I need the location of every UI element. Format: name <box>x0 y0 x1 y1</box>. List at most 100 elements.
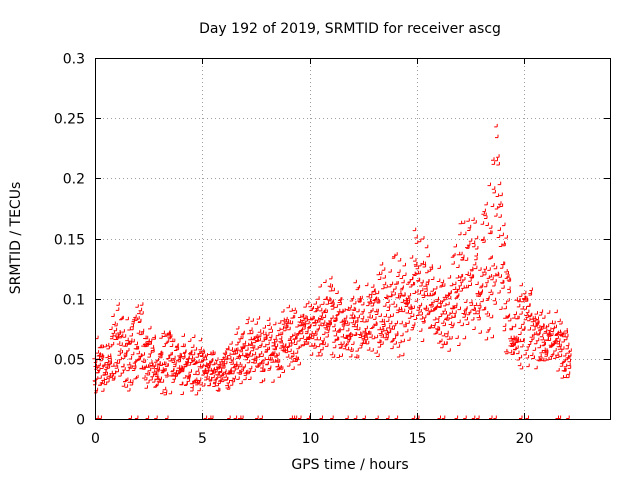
data-point <box>160 379 165 383</box>
data-point <box>315 317 320 321</box>
data-point <box>316 343 321 348</box>
data-point <box>442 322 446 327</box>
data-point <box>514 297 518 301</box>
y-axis-ticks: 0 0.05 0.1 0.15 0.2 0.25 0.3 <box>54 52 610 429</box>
data-point-zero <box>362 415 366 419</box>
data-point <box>447 295 452 300</box>
data-point <box>163 368 167 372</box>
data-point <box>402 262 406 267</box>
data-point <box>180 343 185 347</box>
data-point <box>279 366 284 370</box>
data-point <box>553 355 557 359</box>
data-point <box>356 284 361 289</box>
data-point <box>331 287 335 292</box>
data-point <box>539 309 544 313</box>
data-point-zero <box>98 415 102 419</box>
data-point <box>548 356 552 360</box>
data-point <box>544 348 548 352</box>
data-point <box>97 367 101 371</box>
data-point <box>337 329 341 333</box>
data-point <box>378 339 382 344</box>
data-point <box>356 308 360 313</box>
data-point <box>271 351 276 355</box>
data-point <box>157 361 161 366</box>
data-point <box>248 341 252 345</box>
data-point <box>469 266 474 271</box>
data-point <box>364 282 369 287</box>
data-point <box>103 369 107 374</box>
data-point <box>436 278 441 282</box>
data-point <box>316 296 320 300</box>
data-point <box>561 339 565 343</box>
data-point <box>320 346 324 351</box>
data-point <box>498 243 503 247</box>
data-point <box>414 298 419 302</box>
data-point <box>419 312 423 316</box>
data-point <box>291 314 296 319</box>
data-point <box>428 324 432 328</box>
data-point <box>388 320 393 325</box>
data-point <box>126 367 130 372</box>
data-point <box>480 273 484 277</box>
data-point <box>223 351 228 355</box>
data-point <box>487 327 491 331</box>
data-point <box>316 326 320 330</box>
data-point <box>382 303 387 307</box>
data-point <box>501 261 506 266</box>
data-point <box>487 267 491 271</box>
data-point <box>406 320 410 324</box>
data-point <box>432 322 436 326</box>
data-point <box>501 285 505 289</box>
data-point <box>415 289 419 293</box>
x-axis-ticks: 0 5 10 15 20 <box>91 58 533 447</box>
data-point <box>454 302 458 307</box>
data-point <box>515 345 519 349</box>
data-point <box>339 344 343 348</box>
data-point <box>539 349 543 354</box>
data-point <box>440 279 445 284</box>
data-point <box>234 347 239 351</box>
data-point <box>390 345 394 350</box>
data-point <box>247 351 251 355</box>
data-point <box>477 302 481 307</box>
data-point <box>452 252 456 257</box>
data-point <box>419 283 423 287</box>
data-point <box>197 387 201 392</box>
data-point <box>541 323 545 328</box>
data-point <box>426 279 430 283</box>
data-point <box>281 317 285 322</box>
data-point <box>424 292 428 297</box>
data-point <box>511 315 516 319</box>
data-point-zero <box>330 415 334 419</box>
data-point <box>404 328 409 333</box>
data-point <box>262 368 266 372</box>
data-point <box>373 296 377 300</box>
data-point <box>318 322 322 326</box>
data-point <box>247 330 251 335</box>
data-point <box>472 243 476 248</box>
data-point <box>481 236 485 240</box>
data-point <box>518 354 523 359</box>
data-point <box>366 330 371 335</box>
data-point <box>241 330 245 335</box>
data-point <box>279 331 284 336</box>
x-axis-label: GPS time / hours <box>291 457 408 473</box>
data-point <box>564 328 568 332</box>
data-point <box>437 303 442 308</box>
data-point <box>364 336 369 341</box>
data-point <box>407 315 412 319</box>
data-point <box>98 375 102 379</box>
data-point <box>311 316 315 320</box>
data-point <box>127 388 131 392</box>
data-point <box>148 325 152 330</box>
data-point <box>194 391 199 396</box>
data-point <box>291 366 295 370</box>
data-point <box>152 363 157 367</box>
data-point <box>295 324 299 328</box>
data-point <box>240 344 244 348</box>
data-point <box>179 381 183 386</box>
data-point <box>468 282 472 286</box>
data-point <box>171 379 175 383</box>
data-point <box>556 368 560 372</box>
data-point <box>297 361 301 366</box>
